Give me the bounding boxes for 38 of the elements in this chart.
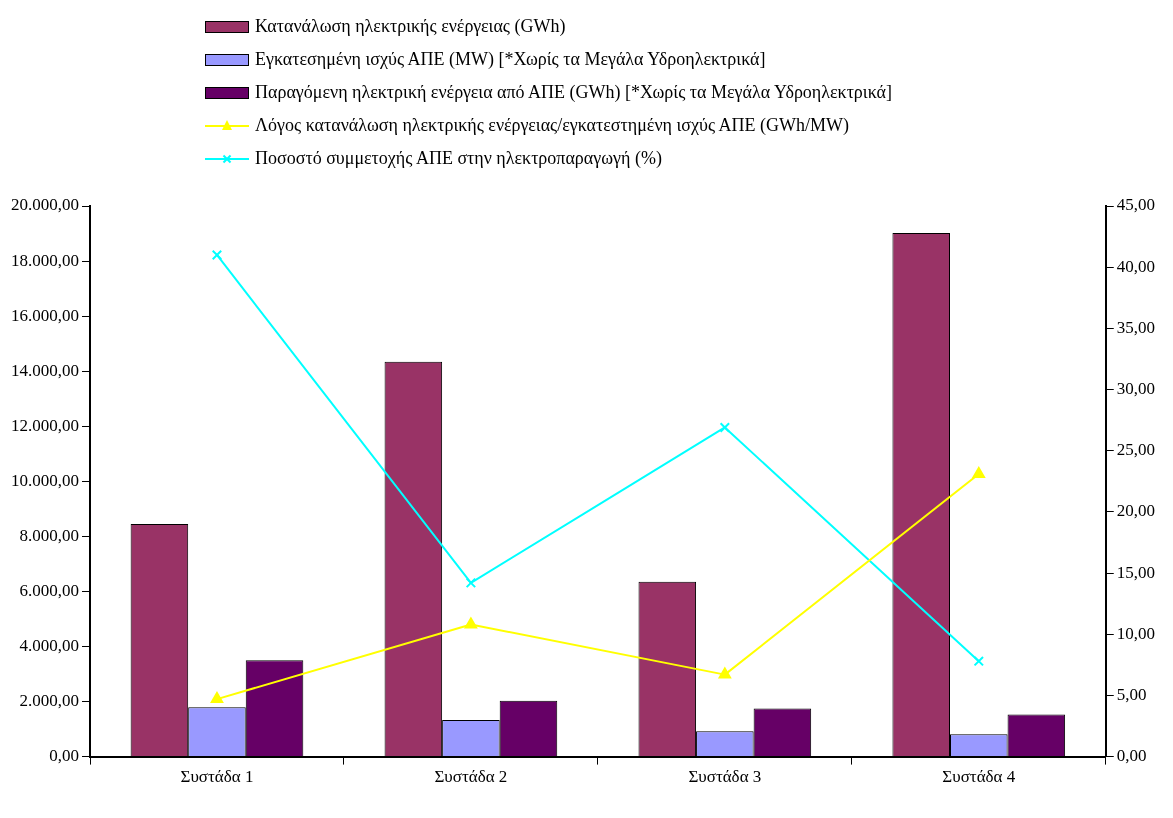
y2-tick-label: 45,00 <box>1116 195 1155 215</box>
y2-tick-label: 0,00 <box>1116 746 1147 766</box>
x-tick-label: Συστάδα 1 <box>180 767 254 787</box>
legend-label: Κατανάλωση ηλεκτρικής ενέργειας (GWh) <box>255 16 566 37</box>
y2-tick-label: 20,00 <box>1116 501 1155 521</box>
point <box>465 577 477 589</box>
x-tick-label: Συστάδα 2 <box>434 767 508 787</box>
y-tick-label: 10.000,00 <box>11 470 79 490</box>
point <box>719 422 731 433</box>
y2-tick-label: 35,00 <box>1116 317 1155 337</box>
y-tick-label: 4.000,00 <box>19 635 79 655</box>
point <box>211 249 223 261</box>
y-tick-label: 2.000,00 <box>19 691 79 711</box>
point <box>718 667 732 679</box>
y-tick-label: 12.000,00 <box>11 415 79 435</box>
legend-label: Εγκατεσημένη ισχύς ΑΠΕ (MW) [*Χωρίς τα Μεγάλα Υδροηλεκτρικά] <box>255 49 766 70</box>
point <box>210 692 224 704</box>
x-tick-label: Συστάδα 4 <box>942 767 1016 787</box>
y2-tick-label: 10,00 <box>1116 623 1155 643</box>
point <box>972 466 985 478</box>
y-tick-label: 16.000,00 <box>11 305 79 325</box>
y-tick-label: 20.000,00 <box>11 195 79 215</box>
y-tick-label: 14.000,00 <box>11 360 79 380</box>
y-tick-label: 18.000,00 <box>11 250 79 270</box>
y2-tick-label: 40,00 <box>1116 256 1155 276</box>
y2-tick-label: 25,00 <box>1116 440 1155 460</box>
y-tick-label: 8.000,00 <box>19 525 79 545</box>
y2-tick-label: 30,00 <box>1116 379 1155 398</box>
y2-tick-label: 5,00 <box>1116 684 1147 704</box>
y-tick-label: 6.000,00 <box>19 580 79 600</box>
y2-tick-label: 15,00 <box>1116 562 1155 582</box>
point <box>973 655 985 667</box>
legend-label: Παραγόμενη ηλεκτρική ενέργεια από ΑΠΕ (GWh) [*Χωρίς τα Μεγάλα Υδροηλεκτρικά] <box>255 82 893 103</box>
x-tick-label: Συστάδα 3 <box>688 767 762 787</box>
y-tick-label: 0,00 <box>49 746 79 766</box>
legend-label: Λόγος κατανάλωση ηλεκτρικής ενέργειας/εγκατεστημένη ισχύς ΑΠΕ (GWh/MW) <box>255 115 849 136</box>
point <box>464 617 478 629</box>
legend-label: Ποσοστό συμμετοχής ΑΠΕ στην ηλεκτροπαραγωγή (%) <box>255 148 662 169</box>
